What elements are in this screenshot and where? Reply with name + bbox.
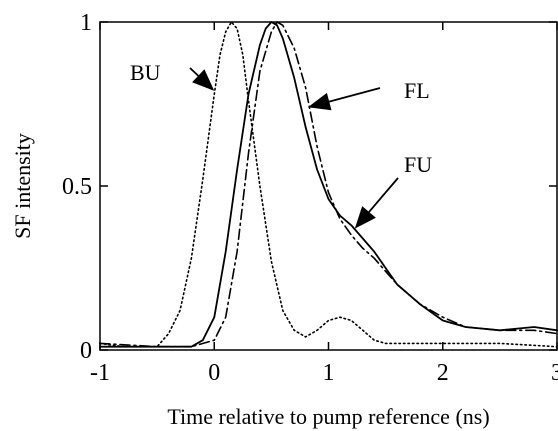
x-tick-label: -1 [90,360,110,386]
annotation-arrow-head [354,206,376,229]
annotation-label-bu: BU [130,60,161,85]
series-line-fl [99,21,558,348]
series-line-fu [99,21,558,348]
x-tick-label: 3 [551,360,558,386]
x-tick-label: 0 [208,360,220,386]
annotation-arrow-head [192,69,215,91]
y-tick-label: 0.5 [62,174,92,200]
x-axis-title: Time relative to pump reference (ns) [167,404,489,429]
x-axis-ticks: -1 0 1 2 3 [90,22,558,386]
annotation-arrow-shaft [368,177,399,213]
plot-border [99,21,558,351]
plot-frame [99,21,558,351]
x-tick-label: 2 [437,360,449,386]
annotation-label-fu: FU [404,152,432,177]
x-tick-label: 1 [323,360,335,386]
annotation-arrow-shaft [189,67,199,77]
annotation-arrow-shaft [328,87,381,103]
y-tick-label: 1 [80,10,92,36]
y-axis-title: SF intensity [10,133,35,239]
y-axis-ticks: 00.51 [62,10,557,364]
y-tick-label: 0 [80,338,92,364]
series-layer [99,21,558,348]
series-line-bu [99,21,558,348]
annotation-layer: BU FL FU [130,60,432,229]
annotation-label-fl: FL [404,78,430,103]
annotation-arrow-head [307,92,332,111]
